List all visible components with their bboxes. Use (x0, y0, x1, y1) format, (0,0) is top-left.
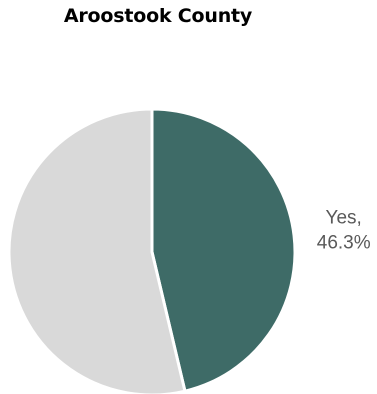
slice-value-label-yes: 46.3% (317, 233, 371, 254)
pie-slice-no (7, 107, 187, 394)
slice-label-yes: Yes, (326, 208, 362, 229)
chart-title: Aroostook County (63, 5, 253, 27)
pie-slice-yes (150, 107, 297, 393)
